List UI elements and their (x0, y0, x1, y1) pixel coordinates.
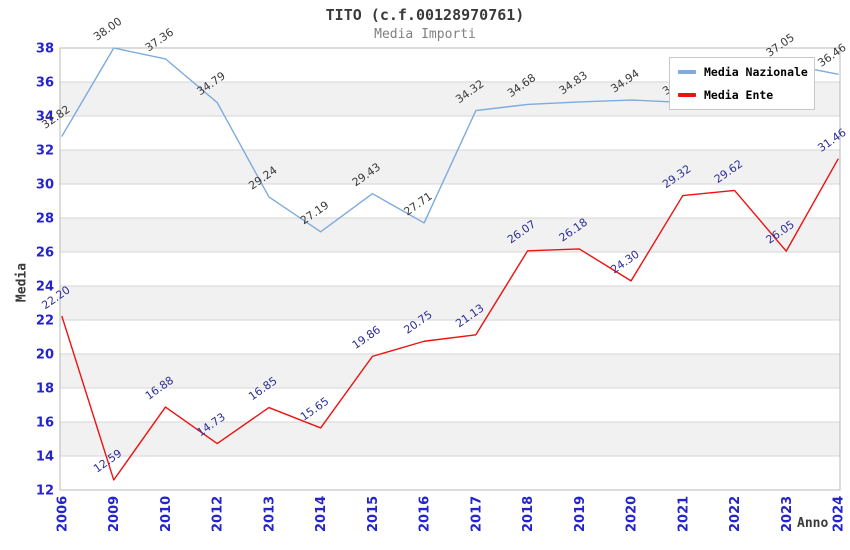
data-point-label: 37.05 (764, 31, 797, 60)
y-tick-label: 30 (36, 178, 54, 193)
y-tick-label: 32 (36, 144, 54, 159)
series-line (61, 158, 839, 481)
y-tick-label: 28 (36, 212, 54, 227)
x-tick-label: 2021 (676, 496, 691, 532)
y-tick-label: 12 (36, 484, 54, 499)
data-point-label: 36.46 (815, 41, 848, 70)
y-tick-label: 36 (36, 76, 54, 91)
band (60, 354, 840, 388)
band (60, 286, 840, 320)
x-tick-label: 2009 (107, 496, 122, 532)
y-tick-label: 16 (36, 416, 54, 431)
x-tick-label: 2010 (159, 496, 174, 532)
y-tick-label: 24 (36, 280, 54, 295)
data-point-label: 37.36 (143, 26, 176, 55)
band (60, 422, 840, 456)
legend-swatch-red-line-icon (678, 93, 696, 97)
chart-title: TITO (c.f.00128970761) (325, 6, 525, 24)
y-tick-label: 18 (36, 382, 54, 397)
data-point-label: 27.71 (401, 190, 434, 219)
x-tick-label: 2012 (211, 496, 226, 532)
x-tick-label: 2013 (262, 496, 277, 532)
data-point-label: 38.00 (91, 15, 124, 44)
x-tick-label: 2014 (314, 496, 329, 532)
data-point-label: 19.86 (350, 323, 383, 352)
legend-label-media-nazionale: Media Nazionale (704, 65, 808, 79)
x-axis-title: Anno (797, 516, 829, 531)
x-tick-label: 2020 (625, 496, 640, 532)
x-tick-label: 2006 (56, 496, 71, 532)
y-axis-title: Media (14, 262, 30, 303)
y-tick-label: 26 (36, 246, 54, 261)
x-tick-label: 2019 (573, 496, 588, 532)
legend-item-media-ente: Media Ente (678, 88, 810, 102)
legend: Media Nazionale Media Ente (669, 57, 815, 110)
y-tick-label: 14 (36, 450, 54, 465)
y-tick-label: 34 (36, 110, 54, 125)
band (60, 218, 840, 252)
y-tick-label: 22 (36, 314, 54, 329)
y-tick-label: 20 (36, 348, 54, 363)
chart-subtitle: Media Importi (374, 27, 476, 42)
x-tick-label: 2022 (728, 496, 743, 532)
x-tick-label: 2016 (418, 496, 433, 532)
x-tick-label: 2023 (780, 496, 795, 532)
legend-label-media-ente: Media Ente (704, 88, 774, 102)
y-tick-label: 38 (36, 42, 54, 57)
legend-swatch-blue-line-icon (678, 70, 696, 74)
x-tick-label: 2015 (366, 496, 381, 532)
x-tick-label: 2018 (521, 496, 536, 532)
plot-border (59, 47, 841, 491)
legend-item-media-nazionale: Media Nazionale (678, 65, 810, 79)
x-tick-label: 2017 (469, 496, 484, 532)
x-tick-label: 2024 (832, 496, 847, 532)
